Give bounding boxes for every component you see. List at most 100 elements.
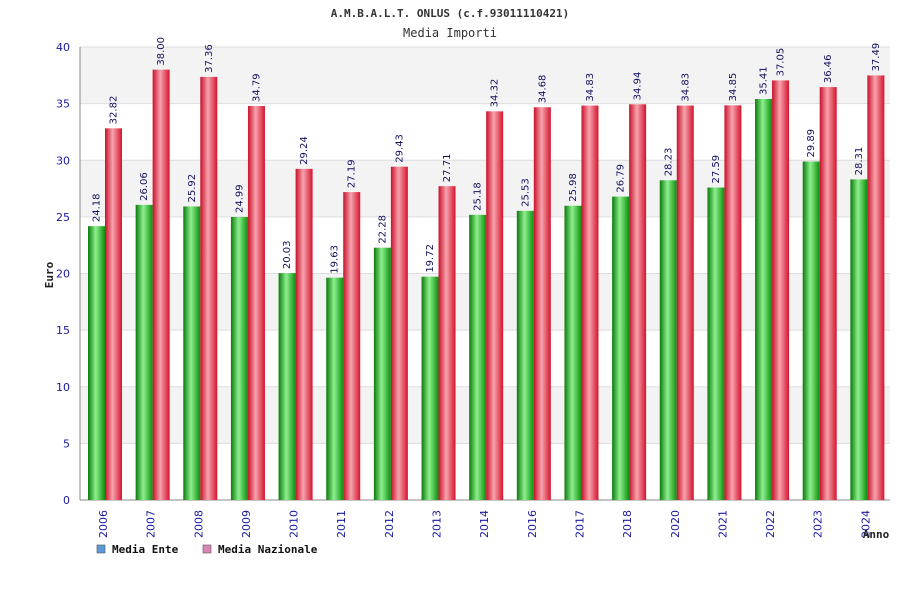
x-tick-label: 2017: [573, 510, 586, 538]
x-tick-label: 2024: [859, 510, 872, 538]
data-label: 24.99: [234, 184, 245, 213]
x-tick-label: 2008: [192, 510, 205, 538]
data-label: 27.59: [711, 155, 722, 184]
data-label: 29.89: [806, 129, 817, 158]
y-tick-label: 35: [56, 98, 70, 111]
bar-media-nazionale: [486, 111, 504, 501]
legend-label: Media Nazionale: [218, 543, 318, 556]
x-tick-label: 2021: [716, 510, 729, 538]
data-label: 22.28: [377, 215, 388, 244]
data-label: 34.83: [680, 73, 691, 102]
data-label: 25.18: [473, 182, 484, 211]
chart-subtitle: Media Importi: [403, 26, 497, 40]
data-label: 25.92: [187, 174, 198, 203]
x-tick-label: 2022: [764, 510, 777, 538]
bar-media-nazionale: [629, 104, 647, 500]
y-tick-label: 15: [56, 324, 70, 337]
x-tick-label: 2013: [431, 510, 444, 538]
data-label: 20.03: [282, 241, 293, 270]
data-label: 36.46: [823, 54, 834, 83]
y-tick-label: 25: [56, 211, 70, 224]
x-tick-label: 2020: [669, 510, 682, 538]
x-tick-label: 2009: [240, 510, 253, 538]
bar-media-nazionale: [343, 192, 361, 501]
data-label: 25.98: [568, 173, 579, 202]
bar-media-ente: [230, 216, 248, 500]
data-label: 38.00: [156, 37, 167, 66]
legend-swatch: [202, 544, 212, 554]
legend-label: Media Ente: [112, 543, 179, 556]
bar-media-ente: [659, 180, 677, 500]
legend: Media Ente Media Nazionale: [96, 543, 318, 556]
bar-media-nazionale: [676, 105, 694, 501]
y-tick-label: 30: [56, 154, 70, 167]
bar-media-nazionale: [200, 76, 218, 500]
data-label: 24.18: [92, 194, 103, 223]
bar-media-nazionale: [247, 106, 265, 501]
data-label: 26.79: [616, 164, 627, 193]
x-tick-label: 2007: [145, 510, 158, 538]
data-label: 19.63: [330, 245, 341, 274]
bar-media-ente: [612, 196, 630, 500]
bar-media-ente: [373, 247, 391, 500]
y-tick-label: 10: [56, 381, 70, 394]
bar-media-ente: [326, 277, 344, 500]
bars-group: [88, 69, 885, 501]
data-label: 25.53: [520, 178, 531, 207]
data-label: 29.43: [394, 134, 405, 163]
y-tick-label: 40: [56, 41, 70, 54]
data-label: 27.71: [442, 154, 453, 183]
data-label: 27.19: [347, 159, 358, 188]
data-label: 29.24: [299, 136, 310, 165]
bar-media-ente: [755, 98, 773, 500]
bar-media-ente: [707, 187, 725, 500]
x-tick-label: 2018: [621, 510, 634, 538]
data-label: 34.79: [251, 73, 262, 102]
data-label: 34.32: [490, 79, 501, 108]
x-tick-label: 2010: [288, 510, 301, 538]
bar-media-nazionale: [105, 128, 122, 500]
data-label: 32.82: [109, 96, 120, 125]
data-label: 34.94: [633, 72, 644, 101]
chart-title: A.M.B.A.L.T. ONLUS (c.f.93011110421): [331, 7, 569, 20]
bar-media-nazionale: [295, 168, 313, 500]
data-label: 34.68: [537, 75, 548, 104]
y-axis-ticks: 0 5 10 15 20 25 30 35 40: [56, 41, 70, 507]
data-label: 19.72: [425, 244, 436, 273]
bar-media-nazionale: [152, 69, 170, 501]
bar-media-nazionale: [533, 107, 551, 501]
bar-media-nazionale: [772, 80, 790, 500]
bar-media-nazionale: [724, 105, 742, 500]
data-label: 34.85: [728, 73, 739, 102]
data-labels-group: 24.18 32.82 26.06 38.00 25.92 37.36 24.99 34.79…: [92, 37, 882, 274]
bar-media-ente: [278, 273, 296, 500]
bar-media-ente: [516, 210, 534, 501]
bar-media-ente: [564, 205, 582, 501]
data-label: 37.36: [204, 44, 215, 73]
y-axis-label: Euro: [43, 261, 56, 288]
bar-media-nazionale: [390, 166, 408, 500]
bar-media-ente: [88, 226, 105, 500]
x-tick-label: 2006: [97, 510, 110, 538]
y-tick-label: 20: [56, 268, 70, 281]
bar-media-ente: [421, 276, 439, 500]
data-label: 28.23: [663, 148, 674, 177]
x-tick-label: 2023: [812, 510, 825, 538]
bar-media-nazionale: [438, 186, 456, 500]
legend-swatch: [96, 544, 106, 554]
x-axis-label: Anno: [863, 528, 890, 541]
y-tick-label: 5: [63, 437, 70, 450]
y-tick-label: 0: [63, 494, 70, 507]
bar-media-ente: [135, 204, 153, 501]
bar-media-ente: [183, 206, 201, 500]
x-tick-label: 2014: [478, 510, 491, 538]
data-label: 34.83: [585, 73, 596, 102]
data-label: 28.31: [854, 147, 865, 176]
data-label: 26.06: [139, 172, 150, 201]
x-tick-label: 2016: [526, 510, 539, 538]
bar-media-nazionale: [867, 75, 885, 500]
bar-media-ente: [802, 161, 820, 501]
bar-media-nazionale: [819, 87, 837, 500]
data-label: 37.49: [871, 43, 882, 72]
